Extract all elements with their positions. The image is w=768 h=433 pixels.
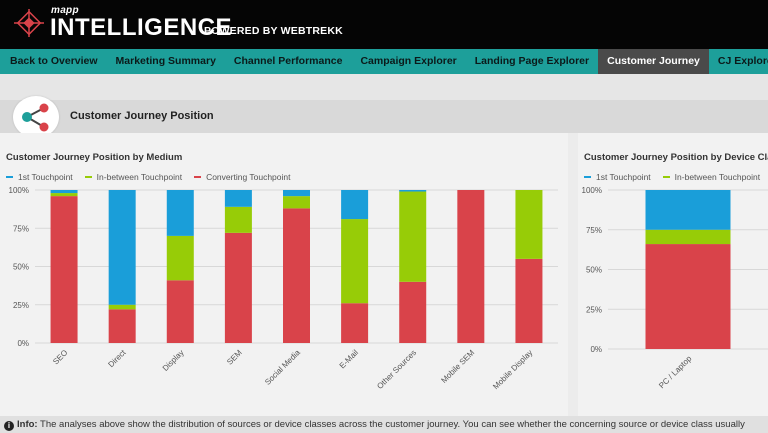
bar-converting-touchpoint-pc-laptop bbox=[645, 244, 731, 349]
x-tick-label: Other Sources bbox=[375, 348, 418, 391]
nav-landing-page-explorer[interactable]: Landing Page Explorer bbox=[474, 55, 590, 67]
bar-1st-touchpoint-other-sources bbox=[399, 190, 427, 192]
legend-label-between-device: In-between Touchpoint bbox=[674, 172, 761, 182]
bar-converting-touchpoint-direct bbox=[108, 309, 136, 343]
y-tick-label: 100% bbox=[9, 186, 29, 195]
chart-title-medium: Customer Journey Position by Medium bbox=[6, 152, 183, 163]
bar-converting-touchpoint-seo bbox=[50, 196, 78, 343]
bar-in-between-touchpoint-seo bbox=[50, 193, 78, 197]
bar-in-between-touchpoint-direct bbox=[108, 304, 136, 310]
bar-converting-touchpoint-e-mail bbox=[341, 303, 369, 343]
info-label: Info: bbox=[17, 419, 38, 430]
legend-item-between[interactable]: In-between Touchpoint bbox=[84, 172, 183, 182]
spacer-band bbox=[0, 74, 768, 100]
x-tick-label: SEO bbox=[51, 348, 69, 366]
x-tick-label: PC / Laptop bbox=[657, 354, 694, 391]
bar-1st-touchpoint-display bbox=[166, 190, 194, 236]
info-bar: i Info: The analyses above show the distr… bbox=[0, 416, 768, 433]
bar-1st-touchpoint-pc-laptop bbox=[645, 190, 731, 230]
x-tick-label: Display bbox=[161, 348, 186, 373]
legend-label-first: 1st Touchpoint bbox=[18, 172, 73, 182]
bar-in-between-touchpoint-other-sources bbox=[399, 191, 427, 282]
nav-marketing-summary[interactable]: Marketing Summary bbox=[115, 55, 216, 67]
legend-label-first-device: 1st Touchpoint bbox=[596, 172, 651, 182]
bar-in-between-touchpoint-sem bbox=[224, 206, 252, 233]
y-tick-label: 50% bbox=[13, 263, 29, 272]
legend-label-converting: Converting Touchpoint bbox=[206, 172, 291, 182]
section-title: Customer Journey Position bbox=[70, 110, 214, 122]
y-tick-label: 25% bbox=[13, 301, 29, 310]
bar-1st-touchpoint-sem bbox=[224, 190, 252, 207]
nav-cj-explorer[interactable]: CJ Explorer bbox=[717, 55, 768, 67]
nav-back-to-overview[interactable]: Back to Overview bbox=[10, 55, 98, 67]
y-tick-label: 100% bbox=[582, 186, 602, 195]
y-tick-label: 50% bbox=[586, 266, 602, 275]
bar-in-between-touchpoint-e-mail bbox=[341, 219, 369, 304]
bar-in-between-touchpoint-social-media bbox=[283, 196, 310, 209]
bar-1st-touchpoint-e-mail bbox=[341, 190, 369, 220]
chart-device: 0% 25% 50% 75% 100% PC / Laptop bbox=[582, 186, 768, 391]
section-header bbox=[0, 100, 768, 133]
chart-title-device: Customer Journey Position by Device Clas… bbox=[584, 152, 768, 163]
bar-in-between-touchpoint-mobile-display bbox=[515, 190, 543, 259]
brand-title: INTELLIGENCE bbox=[50, 14, 233, 41]
info-icon: i bbox=[4, 421, 14, 431]
y-tick-label: 25% bbox=[586, 305, 602, 314]
info-text: The analyses above show the distribution… bbox=[37, 419, 745, 430]
brand-small-label: mapp bbox=[51, 5, 79, 16]
x-tick-label: E-Mail bbox=[338, 348, 361, 371]
chart-legend-medium: 1st Touchpoint In-between Touchpoint Con… bbox=[6, 172, 303, 182]
legend-swatch-first bbox=[6, 176, 13, 178]
share-icon bbox=[22, 103, 49, 132]
legend-swatch-first-device bbox=[584, 176, 591, 178]
main-nav: Back to Overview Marketing Summary Chann… bbox=[0, 49, 768, 74]
chart-legend-device: 1st Touchpoint In-between Touchpoint bbox=[584, 172, 768, 182]
x-tick-label: Mobile SEM bbox=[439, 348, 476, 385]
mapp-logo-icon bbox=[14, 9, 44, 37]
bar-1st-touchpoint-direct bbox=[108, 190, 136, 305]
bar-in-between-touchpoint-display bbox=[166, 235, 194, 281]
legend-item-first[interactable]: 1st Touchpoint bbox=[6, 172, 73, 182]
bar-1st-touchpoint-seo bbox=[50, 190, 78, 194]
nav-customer-journey[interactable]: Customer Journey bbox=[598, 49, 709, 74]
section-icon-badge bbox=[13, 96, 59, 138]
bar-converting-touchpoint-mobile-sem bbox=[457, 190, 485, 343]
legend-swatch-converting bbox=[194, 176, 202, 178]
y-tick-label: 0% bbox=[590, 345, 602, 354]
app-header: mapp INTELLIGENCE POWERED BY WEBTREKK bbox=[0, 0, 768, 49]
chart-medium: 0% 25% 50% 75% 100% SEO Direct Display SEM Social… bbox=[9, 186, 558, 391]
y-tick-label: 0% bbox=[17, 339, 29, 348]
bar-converting-touchpoint-other-sources bbox=[399, 281, 427, 343]
legend-item-between-device[interactable]: In-between Touchpoint bbox=[662, 172, 761, 182]
x-tick-label: Social Media bbox=[263, 348, 302, 387]
bar-converting-touchpoint-display bbox=[166, 280, 194, 343]
bar-in-between-touchpoint-pc-laptop bbox=[645, 229, 731, 245]
legend-item-converting[interactable]: Converting Touchpoint bbox=[194, 172, 291, 182]
legend-swatch-between-device bbox=[662, 176, 670, 178]
brand-powered-label: POWERED BY WEBTREKK bbox=[204, 25, 343, 37]
legend-label-between: In-between Touchpoint bbox=[96, 172, 183, 182]
x-tick-label: Direct bbox=[106, 348, 128, 370]
bar-converting-touchpoint-mobile-display bbox=[515, 258, 543, 343]
x-tick-label: Mobile Display bbox=[491, 348, 534, 391]
y-tick-label: 75% bbox=[586, 226, 602, 235]
bar-converting-touchpoint-sem bbox=[224, 232, 252, 343]
nav-channel-performance[interactable]: Channel Performance bbox=[233, 55, 343, 67]
bar-1st-touchpoint-social-media bbox=[283, 190, 310, 197]
y-tick-label: 75% bbox=[13, 224, 29, 233]
bar-converting-touchpoint-social-media bbox=[283, 208, 310, 343]
x-tick-label: SEM bbox=[225, 348, 244, 367]
nav-campaign-explorer[interactable]: Campaign Explorer bbox=[360, 55, 457, 67]
legend-item-first-device[interactable]: 1st Touchpoint bbox=[584, 172, 651, 182]
legend-swatch-between bbox=[84, 176, 92, 178]
